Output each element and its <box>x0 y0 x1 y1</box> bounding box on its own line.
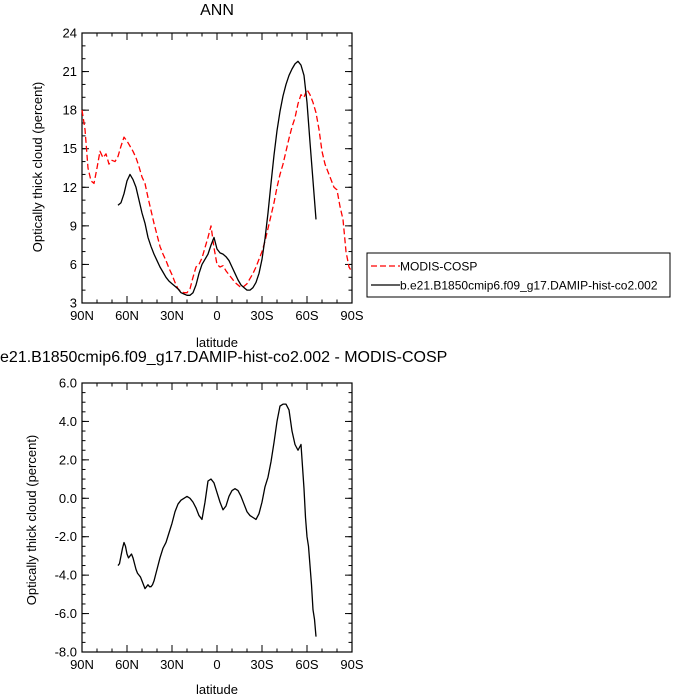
y-tick-label: 2.0 <box>59 452 77 467</box>
x-tick-label: 90N <box>70 308 94 323</box>
x-tick-label: 30S <box>250 657 273 672</box>
plot-top: 90N 60N 30N 0 30S 60S 90S 3 6 9 12 15 18 21 24 <box>63 26 364 324</box>
y-tick-label: 18 <box>63 103 77 118</box>
x-tick-label: 60S <box>295 308 318 323</box>
xlabel-bottom: latitude <box>196 682 238 697</box>
y-tick-label: -4.0 <box>55 568 77 583</box>
chart-title-bottom: b.e21.B1850cmip6.f09_g17.DAMIP-hist-co2.… <box>0 349 447 366</box>
series-line-model <box>117 403 317 637</box>
legend-label: b.e21.B1850cmip6.f09_g17.DAMIP-hist-co2.… <box>400 279 658 293</box>
y-tick-label: 15 <box>63 141 77 156</box>
y-tick-label: 24 <box>63 26 77 41</box>
y-tick-label: 6.0 <box>59 376 77 391</box>
legend: MODIS-COSP b.e21.B1850cmip6.f09_g17.DAMIP… <box>366 252 671 298</box>
y-tick-label: -8.0 <box>55 645 77 660</box>
x-tick-label: 30S <box>250 308 273 323</box>
x-tick-label: 90S <box>340 308 363 323</box>
x-tick-label: 90S <box>340 657 363 672</box>
plot-frame <box>81 382 353 653</box>
x-tick-label: 90N <box>70 657 94 672</box>
x-tick-label: 60S <box>295 657 318 672</box>
plot-bottom: 90N 60N 30N 0 30S 60S 90S -8.0 -6.0 -4.0 -2.0 0.0 2.… <box>55 376 364 673</box>
legend-box <box>366 252 671 298</box>
y-tick-label: 21 <box>63 64 77 79</box>
x-tick-label: 60N <box>115 657 139 672</box>
y-tick-label: -2.0 <box>55 529 77 544</box>
y-tick-label: -6.0 <box>55 606 77 621</box>
x-tick-label: 0 <box>213 657 220 672</box>
y-tick-label: 6 <box>70 257 77 272</box>
x-tick-label: 30N <box>160 308 184 323</box>
series-line-model <box>117 60 317 296</box>
y-tick-label: 4.0 <box>59 414 77 429</box>
y-tick-label: 9 <box>70 218 77 233</box>
x-tick-label: 60N <box>115 308 139 323</box>
ylabel-bottom: Optically thick cloud (percent) <box>24 435 39 606</box>
xlabel-top: latitude <box>196 335 238 350</box>
x-tick-label: 30N <box>160 657 184 672</box>
series-line-modis-cosp <box>81 88 353 294</box>
chart-title-top: ANN <box>200 2 234 19</box>
y-tick-label: 3 <box>70 296 77 311</box>
y-tick-label: 12 <box>63 180 77 195</box>
x-tick-label: 0 <box>213 308 220 323</box>
ylabel-top: Optically thick cloud (percent) <box>30 82 45 253</box>
legend-label: MODIS-COSP <box>400 260 477 274</box>
y-tick-label: 0.0 <box>59 491 77 506</box>
